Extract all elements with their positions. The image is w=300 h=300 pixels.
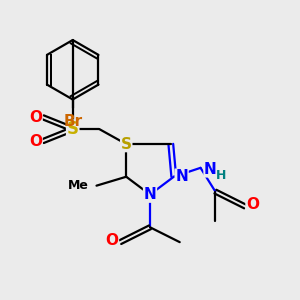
Text: Br: Br [63, 114, 82, 129]
Text: O: O [106, 233, 118, 248]
Text: N: N [175, 169, 188, 184]
Text: H: H [215, 169, 226, 182]
Text: N: N [144, 187, 156, 202]
Text: O: O [29, 110, 42, 125]
Text: S: S [67, 120, 79, 138]
Text: S: S [121, 136, 132, 152]
Text: Me: Me [68, 179, 89, 192]
Text: O: O [29, 134, 42, 148]
Text: O: O [246, 197, 259, 212]
Text: N: N [204, 162, 217, 177]
